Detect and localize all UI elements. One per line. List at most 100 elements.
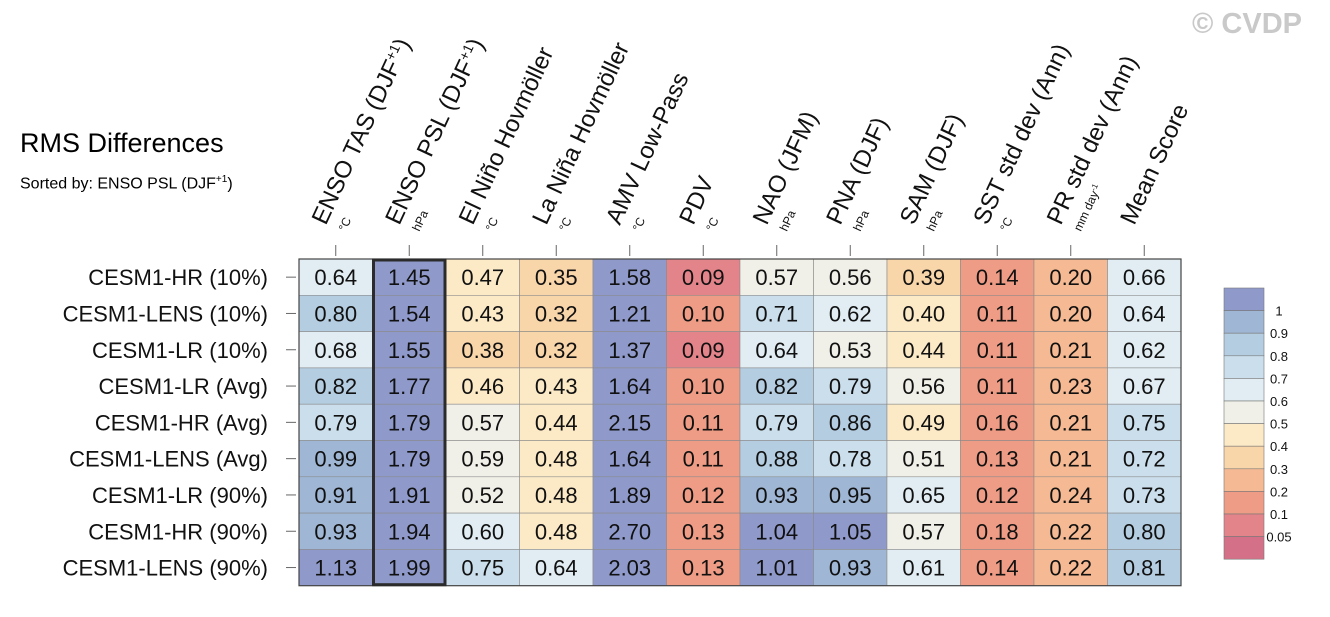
cell-value: 1.05 — [829, 519, 872, 544]
column-unit: °C — [630, 215, 649, 233]
cell-value: 0.14 — [976, 265, 1019, 290]
heatmap-cell — [813, 476, 888, 514]
colorbar-swatch — [1223, 310, 1265, 334]
colorbar-tick-label: 0.3 — [1270, 462, 1288, 477]
heatmap-cell — [372, 258, 447, 296]
cell-value: 0.53 — [829, 338, 872, 363]
cell-value: 0.82 — [314, 374, 357, 399]
heatmap-cell — [960, 440, 1035, 478]
cell-value: 0.95 — [829, 483, 872, 508]
heatmap-cell — [886, 331, 961, 369]
cell-value: 2.70 — [608, 519, 651, 544]
cell-value: 0.48 — [535, 483, 578, 508]
cell-value: 0.13 — [976, 447, 1019, 472]
cell-value: 1.79 — [388, 447, 431, 472]
cell-value: 0.93 — [755, 483, 798, 508]
colorbar-swatch — [1223, 513, 1265, 537]
heatmap-cell — [445, 476, 520, 514]
cell-value: 0.93 — [829, 556, 872, 581]
highlight-column-box — [372, 258, 447, 587]
heatmap-cell — [1107, 294, 1182, 332]
colorbar-swatch — [1223, 287, 1265, 311]
heatmap-cell — [519, 403, 594, 441]
heatmap-cell — [960, 258, 1035, 296]
cell-value: 0.59 — [461, 447, 504, 472]
heatmap-cell — [592, 549, 667, 587]
cell-value: 1.54 — [388, 301, 431, 326]
heatmap-cell — [445, 403, 520, 441]
cell-value: 1.89 — [608, 483, 651, 508]
cell-value: 1.21 — [608, 301, 651, 326]
colorbar-swatch — [1223, 491, 1265, 515]
heatmap-cell — [445, 512, 520, 550]
heatmap-cell — [592, 331, 667, 369]
cell-value: 0.75 — [1123, 410, 1166, 435]
row-label: CESM1-LR (Avg) — [98, 374, 268, 399]
cell-value: 0.80 — [1123, 519, 1166, 544]
cell-value: 0.66 — [1123, 265, 1166, 290]
row-label: CESM1-LENS (Avg) — [69, 447, 268, 472]
colorbar-tick-label: 0.8 — [1270, 349, 1288, 364]
heatmap-cell — [960, 294, 1035, 332]
colorbar-tick-label: 0.7 — [1270, 371, 1288, 386]
cell-value: 0.64 — [314, 265, 357, 290]
heatmap-cell — [813, 258, 888, 296]
row-label: CESM1-LENS (90%) — [63, 556, 268, 581]
cell-value: 0.79 — [314, 410, 357, 435]
heatmap-cell — [298, 294, 373, 332]
heatmap-cell — [1033, 440, 1108, 478]
heatmap-cell — [298, 403, 373, 441]
cell-value: 0.16 — [976, 410, 1019, 435]
cell-value: 0.12 — [682, 483, 725, 508]
cell-value: 0.67 — [1123, 374, 1166, 399]
row-label: CESM1-LR (10%) — [92, 338, 268, 363]
cell-value: 0.43 — [535, 374, 578, 399]
chart-subtitle: Sorted by: ENSO PSL (DJF+1) — [20, 174, 233, 193]
row-label: CESM1-HR (Avg) — [95, 410, 268, 435]
cell-value: 0.57 — [461, 410, 504, 435]
heatmap-cell — [1107, 367, 1182, 405]
colorbar-swatch — [1223, 355, 1265, 379]
heatmap-cell — [960, 549, 1035, 587]
cell-value: 0.48 — [535, 519, 578, 544]
colorbar-swatch — [1223, 536, 1265, 560]
cell-value: 0.91 — [314, 483, 357, 508]
heatmap-cell — [886, 440, 961, 478]
column-unit: °C — [703, 215, 722, 233]
cell-value: 0.22 — [1049, 519, 1092, 544]
cell-value: 0.57 — [755, 265, 798, 290]
cell-value: 0.22 — [1049, 556, 1092, 581]
cell-value: 0.62 — [829, 301, 872, 326]
heatmap-cell — [372, 294, 447, 332]
cell-value: 1.91 — [388, 483, 431, 508]
cell-value: 2.03 — [608, 556, 651, 581]
heatmap-chart: 0.64 1.45 0.47 0.35 1.58 0.09 0.57 0.56 0.39 0.14… — [63, 34, 1194, 587]
heatmap-cell — [1033, 549, 1108, 587]
column-unit: °C — [556, 215, 575, 233]
heatmap-cell — [739, 367, 814, 405]
column-label-sup: +1 — [455, 41, 476, 62]
colorbar-tick-label: 0.5 — [1270, 417, 1288, 432]
cell-value: 0.24 — [1049, 483, 1092, 508]
cell-value: 0.38 — [461, 338, 504, 363]
column-unit-sup: -1 — [1088, 182, 1099, 193]
heatmap-cell — [886, 258, 961, 296]
colorbar-tick-label: 1 — [1275, 304, 1282, 319]
row-label: CESM1-LENS (10%) — [63, 301, 268, 326]
heatmap-cell — [739, 512, 814, 550]
cell-value: 1.13 — [314, 556, 357, 581]
colorbar-tick-label: 0.6 — [1270, 394, 1288, 409]
cell-value: 1.01 — [755, 556, 798, 581]
heatmap-cell — [666, 549, 741, 587]
row-label: CESM1-LR (90%) — [92, 483, 268, 508]
cell-value: 0.99 — [314, 447, 357, 472]
heatmap-cell — [886, 367, 961, 405]
heatmap-cell — [666, 476, 741, 514]
heatmap-cell — [813, 331, 888, 369]
heatmap-cell — [519, 367, 594, 405]
cell-value: 0.44 — [535, 410, 578, 435]
cell-value: 0.68 — [314, 338, 357, 363]
cell-value: 0.81 — [1123, 556, 1166, 581]
cell-value: 0.65 — [902, 483, 945, 508]
heatmap-cell — [519, 331, 594, 369]
